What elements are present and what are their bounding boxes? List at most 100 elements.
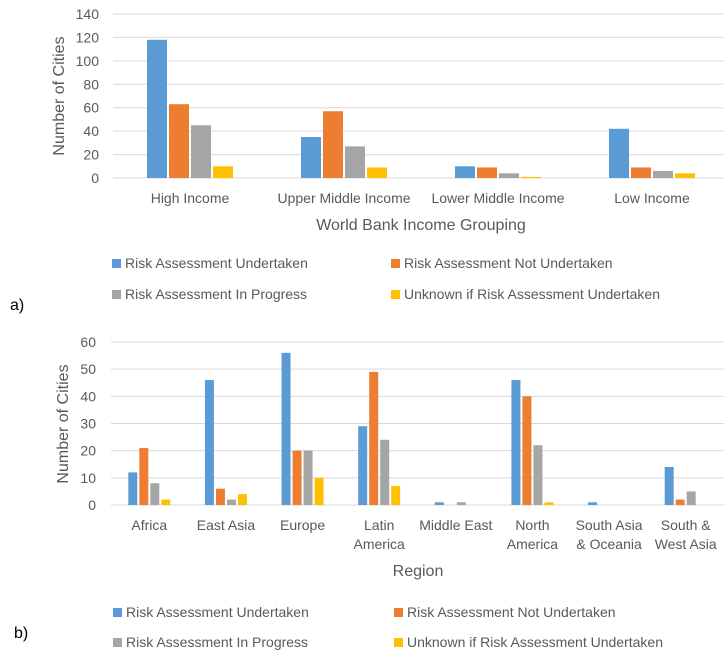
chart-b-y-tick-labels: 0 10 20 30 40 50 60: [80, 334, 96, 513]
chart-a-y-tick-100: 100: [76, 53, 100, 69]
chart-b-bar-risk-assessment-in-progress-latin-america: [380, 439, 390, 505]
chart-a-bar-risk-assessment-not-undertaken-upper-middle-income: [323, 111, 343, 178]
chart-b-bar-unknown-if-risk-assessment-undertaken-europe: [314, 477, 324, 505]
chart-a-bar-risk-assessment-not-undertaken-low-income: [631, 167, 651, 178]
chart-b-x-category-label-line2: America: [354, 536, 406, 552]
chart-a-y-tick-0: 0: [91, 170, 99, 186]
chart-a-bar-unknown-if-risk-assessment-undertaken-lower-middle-income: [521, 176, 541, 178]
chart-b-y-tick-20: 20: [80, 443, 96, 459]
chart-b-bar-risk-assessment-not-undertaken-south-west-asia: [675, 499, 685, 505]
chart-a-bar-risk-assessment-undertaken-upper-middle-income: [301, 137, 321, 178]
chart-a-legend: Risk Assessment Undertaken Risk Assessmen…: [112, 255, 660, 302]
chart-a-y-axis-label: Number of Cities: [51, 36, 68, 155]
chart-b-bar-unknown-if-risk-assessment-undertaken-africa: [161, 499, 171, 505]
chart-a-bar-unknown-if-risk-assessment-undertaken-low-income: [675, 173, 695, 178]
chart-b-bar-risk-assessment-undertaken-south-asia-oceania: [588, 502, 598, 505]
chart-b-legend-swatch-risk-assessment-undertaken: [113, 608, 122, 617]
chart-b-bar-unknown-if-risk-assessment-undertaken-east-asia: [237, 494, 247, 505]
chart-b-y-tick-50: 50: [80, 361, 96, 377]
chart-b-bars: [128, 352, 696, 505]
chart-b-y-tick-40: 40: [80, 388, 96, 404]
chart-b-legend-label-risk-assessment-undertaken: Risk Assessment Undertaken: [126, 604, 309, 620]
chart-b-legend-label-unknown-if-risk-assessment-undertaken: Unknown if Risk Assessment Undertaken: [407, 634, 663, 650]
chart-a-legend-swatch-risk-assessment-undertaken: [112, 259, 121, 268]
chart-b-bar-risk-assessment-undertaken-south-west-asia: [664, 466, 674, 505]
chart-a-bar-risk-assessment-in-progress-low-income: [653, 170, 673, 178]
chart-a-x-category-label: Lower Middle Income: [431, 190, 564, 206]
chart-a-x-category-label: Upper Middle Income: [277, 190, 410, 206]
chart-b-y-tick-0: 0: [88, 497, 96, 513]
chart-b-bar-risk-assessment-in-progress-europe: [303, 450, 313, 505]
chart-a-bar-risk-assessment-not-undertaken-high-income: [169, 104, 189, 178]
chart-b-gridlines: [111, 341, 724, 506]
chart-b-y-tick-30: 30: [80, 416, 96, 432]
chart-a-bar-risk-assessment-not-undertaken-lower-middle-income: [477, 167, 497, 178]
chart-b-bar-risk-assessment-in-progress-africa: [150, 483, 160, 505]
chart-b-bar-unknown-if-risk-assessment-undertaken-north-america: [544, 502, 554, 505]
chart-b-bar-risk-assessment-not-undertaken-latin-america: [369, 371, 379, 505]
chart-b-x-axis-label: Region: [393, 563, 444, 580]
chart-b-x-category-label: Europe: [280, 517, 325, 533]
chart-b-y-axis-label: Number of Cities: [55, 364, 72, 483]
chart-a-bar-risk-assessment-undertaken-low-income: [609, 128, 629, 178]
chart-a-gridlines: [113, 13, 724, 179]
chart-a-x-category-label: High Income: [151, 190, 230, 206]
chart-a-y-tick-40: 40: [83, 123, 99, 139]
chart-a-x-category-label: Low Income: [614, 190, 690, 206]
chart-b: 0 10 20 30 40 50 60 Africa East Asia Europe Latin…: [14, 334, 724, 650]
chart-a-category-labels: High Income Upper Middle Income Lower Midd…: [151, 190, 690, 206]
chart-a-x-axis-label: World Bank Income Grouping: [316, 217, 526, 234]
chart-b-bar-risk-assessment-in-progress-middle-east: [456, 502, 466, 505]
chart-b-x-category-label-line2: & Oceania: [576, 536, 642, 552]
chart-b-x-category-label-line2: West Asia: [655, 536, 717, 552]
chart-a-legend-label-risk-assessment-not-undertaken: Risk Assessment Not Undertaken: [404, 255, 613, 271]
chart-a-legend-swatch-unknown-if-risk-assessment-undertaken: [391, 290, 400, 299]
chart-a-bars: [147, 39, 695, 179]
chart-a-legend-label-unknown-if-risk-assessment-undertaken: Unknown if Risk Assessment Undertaken: [404, 286, 660, 302]
chart-b-x-category-label: East Asia: [197, 517, 256, 533]
chart-b-legend-label-risk-assessment-not-undertaken: Risk Assessment Not Undertaken: [407, 604, 616, 620]
chart-a-legend-label-risk-assessment-undertaken: Risk Assessment Undertaken: [125, 255, 308, 271]
chart-b-bar-risk-assessment-undertaken-middle-east: [434, 502, 444, 505]
chart-b-x-category-label-line2: America: [507, 536, 559, 552]
chart-a-bar-risk-assessment-undertaken-lower-middle-income: [455, 166, 475, 178]
chart-a-panel-label: a): [10, 297, 24, 314]
chart-b-bar-risk-assessment-not-undertaken-east-asia: [215, 488, 225, 505]
chart-a-y-tick-60: 60: [83, 100, 99, 116]
chart-a-legend-label-risk-assessment-in-progress: Risk Assessment In Progress: [125, 286, 307, 302]
chart-b-legend-swatch-unknown-if-risk-assessment-undertaken: [394, 638, 403, 647]
chart-a-legend-swatch-risk-assessment-not-undertaken: [391, 259, 400, 268]
chart-b-legend-label-risk-assessment-in-progress: Risk Assessment In Progress: [126, 634, 308, 650]
chart-a: 0 20 40 60 80 100 120 140 High Income Upper Midd…: [10, 6, 724, 314]
chart-a-bar-risk-assessment-in-progress-high-income: [191, 125, 211, 178]
chart-b-legend: Risk Assessment Undertaken Risk Assessmen…: [113, 604, 663, 650]
chart-b-x-category-label: Africa: [131, 517, 167, 533]
chart-a-y-tick-120: 120: [76, 29, 100, 45]
chart-a-y-tick-labels: 0 20 40 60 80 100 120 140: [76, 6, 100, 186]
chart-b-x-category-label: South Asia: [576, 517, 643, 533]
chart-b-bar-risk-assessment-not-undertaken-north-america: [522, 396, 532, 505]
chart-b-bar-risk-assessment-undertaken-africa: [128, 472, 138, 505]
chart-a-bar-risk-assessment-in-progress-upper-middle-income: [345, 146, 365, 178]
chart-b-panel-label: b): [14, 625, 28, 642]
chart-b-legend-swatch-risk-assessment-not-undertaken: [394, 608, 403, 617]
chart-b-y-tick-10: 10: [80, 470, 96, 486]
chart-b-y-tick-60: 60: [80, 334, 96, 350]
chart-b-legend-swatch-risk-assessment-in-progress: [113, 638, 122, 647]
chart-b-bar-risk-assessment-not-undertaken-africa: [139, 447, 149, 505]
chart-a-bar-unknown-if-risk-assessment-undertaken-upper-middle-income: [367, 167, 387, 178]
chart-a-y-tick-140: 140: [76, 6, 100, 22]
chart-b-bar-risk-assessment-undertaken-east-asia: [204, 380, 214, 505]
chart-b-category-labels: Africa East Asia Europe Latin America Middle …: [131, 517, 716, 552]
chart-a-bar-unknown-if-risk-assessment-undertaken-high-income: [213, 166, 233, 178]
chart-a-legend-swatch-risk-assessment-in-progress: [112, 290, 121, 299]
chart-b-bar-risk-assessment-undertaken-latin-america: [358, 426, 368, 505]
chart-a-bar-risk-assessment-undertaken-high-income: [147, 39, 167, 179]
chart-b-x-category-label: North: [515, 517, 549, 533]
chart-b-x-category-label: Middle East: [419, 517, 492, 533]
chart-b-bar-risk-assessment-not-undertaken-europe: [292, 450, 302, 505]
chart-a-y-tick-80: 80: [83, 76, 99, 92]
chart-b-bar-risk-assessment-in-progress-north-america: [533, 445, 543, 505]
